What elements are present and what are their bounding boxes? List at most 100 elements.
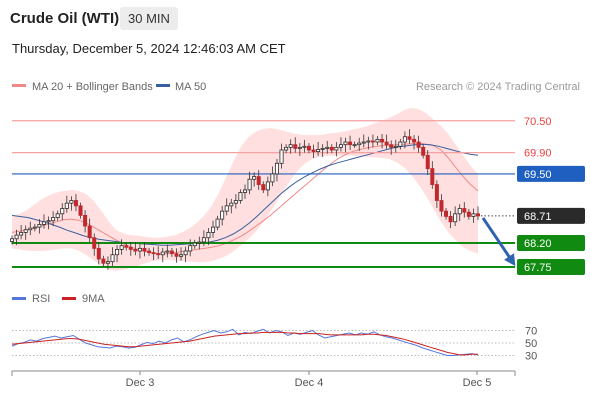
candle-body (274, 162, 279, 175)
candle-body (430, 168, 435, 185)
candle-body (220, 210, 225, 220)
candle-body (293, 144, 298, 149)
candle-body (165, 250, 170, 253)
candle-body (366, 140, 371, 143)
candle-body (201, 237, 206, 243)
candle-body (421, 146, 426, 156)
candle-body (261, 184, 266, 191)
candle-body (101, 258, 106, 264)
candle-body (288, 144, 293, 148)
forecast-arrow (481, 217, 516, 266)
candle-body (9, 238, 14, 242)
candle-body (380, 138, 385, 143)
candle-body (23, 229, 28, 233)
candle-body (434, 184, 439, 201)
candle-body (133, 249, 138, 252)
forecast-arrow-shaft (481, 217, 514, 262)
resistance-label-1: 69.90 (524, 148, 552, 160)
candle-body (334, 146, 339, 151)
candle-body (357, 142, 362, 146)
candle-body (32, 226, 37, 229)
candle-body (256, 176, 261, 185)
candle-body (407, 136, 412, 140)
rsi-tick-label-50: 50 (525, 338, 537, 350)
candle-body (156, 253, 161, 256)
candle-body (384, 141, 389, 146)
candle-body (247, 178, 252, 191)
candle-body (242, 189, 247, 193)
candle-body (265, 181, 270, 191)
candle-body (361, 141, 366, 144)
timestamp: Thursday, December 5, 2024 12:46:03 AM C… (12, 41, 286, 56)
candle-body (73, 200, 78, 207)
candle-body (462, 208, 467, 213)
candle-body (41, 221, 46, 225)
resistance-label-0: 70.50 (524, 116, 552, 128)
candle-body (83, 214, 88, 227)
candle-body (325, 146, 330, 149)
candle-body (329, 146, 334, 151)
candle-body (238, 192, 243, 201)
candle-body (471, 213, 476, 217)
candle-body (124, 245, 129, 248)
x-tick-label: Dec 3 (126, 377, 155, 389)
candle-body (211, 226, 216, 233)
pivot-label-2: 69.50 (524, 169, 552, 181)
candle-body (96, 247, 101, 260)
candle-body (224, 205, 229, 212)
candle-body (398, 141, 403, 147)
candle-body (188, 245, 193, 252)
ma50-legend-label: MA 50 (175, 81, 206, 93)
candle-body (229, 202, 234, 207)
candle-body (179, 254, 184, 257)
candle-body (151, 252, 156, 255)
last-price-tag (517, 207, 585, 224)
candle-body (78, 205, 83, 216)
candle-body (197, 241, 202, 244)
candle-body (147, 250, 152, 254)
candle-body (416, 141, 421, 148)
candle-body (343, 141, 348, 146)
candlesticks (9, 129, 480, 270)
pivot-tag-2 (517, 165, 585, 182)
research-credit: Research © 2024 Trading Central (416, 81, 580, 93)
forecast-arrow-head (504, 253, 516, 266)
ma20-legend-swatch (12, 84, 26, 87)
candle-body (92, 237, 97, 249)
candle-body (142, 247, 147, 252)
price-legend: MA 20 + Bollinger Bands MA 50 Research ©… (12, 81, 580, 93)
candle-body (475, 213, 480, 217)
rsi-tick-label-30: 30 (525, 351, 537, 363)
support-label-5: 67.75 (524, 262, 552, 274)
candle-body (51, 217, 56, 222)
support-tag-5 (517, 258, 585, 275)
x-tick-label: Dec 5 (463, 377, 492, 389)
ma50-legend-swatch (156, 84, 170, 87)
candle-body (402, 136, 407, 143)
candle-body (444, 210, 449, 217)
candle-body (320, 148, 325, 150)
candle-body (19, 232, 24, 236)
timeframe-badge[interactable]: 30 MIN (120, 7, 178, 30)
support-tag-4 (517, 235, 585, 252)
candle-body (37, 224, 42, 228)
candle-body (169, 250, 174, 255)
support-label-4: 68.20 (524, 238, 552, 250)
rsi-ma-legend-label: 9MA (82, 293, 105, 305)
candle-body (105, 261, 110, 264)
rsi-ma-line (11, 331, 478, 356)
candle-body (233, 200, 238, 204)
candle-body (119, 245, 124, 250)
candle-body (28, 227, 33, 231)
ma20-legend-label: MA 20 + Bollinger Bands (32, 81, 153, 93)
candle-body (348, 141, 353, 146)
candle-body (206, 232, 211, 239)
rsi-legend-swatch (12, 297, 26, 300)
rsi-legend: RSI 9MA (12, 293, 105, 305)
candle-body (270, 173, 275, 183)
rsi-legend-label: RSI (32, 293, 50, 305)
rsi-line (11, 328, 479, 356)
candle-body (466, 211, 471, 217)
